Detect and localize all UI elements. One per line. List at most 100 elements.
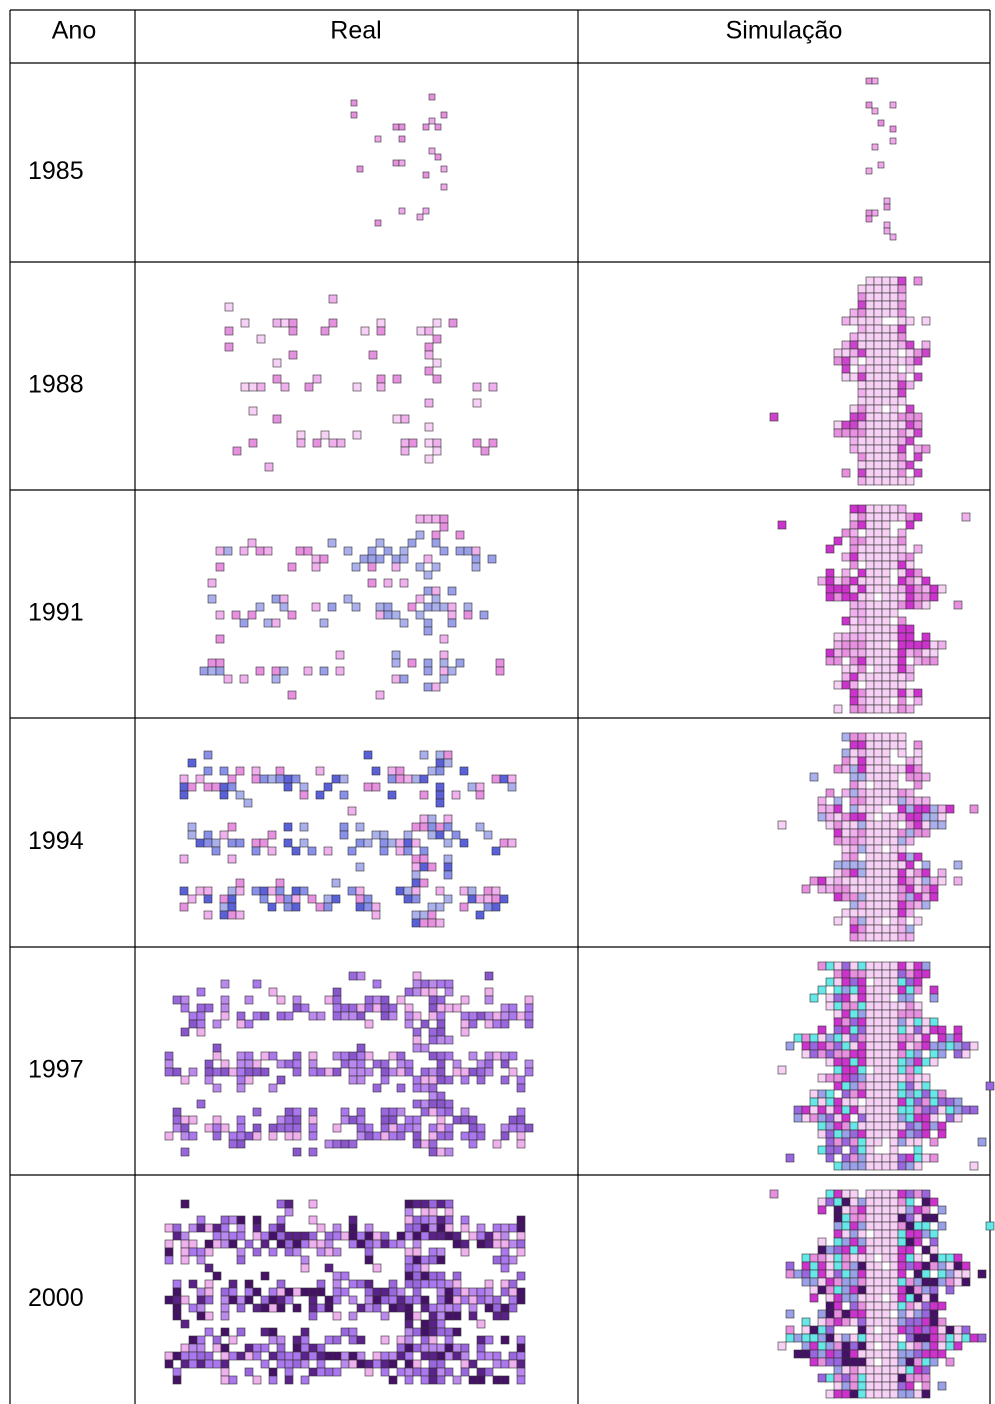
pixel-cell — [464, 611, 472, 619]
pixel-cell — [882, 781, 890, 789]
pixel-cell — [866, 909, 874, 917]
pixel-cell — [349, 1328, 357, 1336]
pixel-cell — [818, 797, 826, 805]
pixel-cell — [453, 1304, 461, 1312]
pixel-cell — [890, 397, 898, 405]
pixel-cell — [866, 765, 874, 773]
pixel-cell — [445, 1224, 453, 1232]
pixel-cell — [421, 1376, 429, 1384]
pixel-cell — [476, 783, 484, 791]
pixel-cell — [173, 1304, 181, 1312]
pixel-cell — [437, 1360, 445, 1368]
pixel-cell — [802, 1106, 810, 1114]
pixel-cell — [517, 1272, 525, 1280]
pixel-cell — [296, 547, 304, 555]
pixel-cell — [372, 767, 380, 775]
pixel-cell — [914, 805, 922, 813]
pixel-cell — [858, 1230, 866, 1238]
pixel-cell — [898, 293, 906, 301]
pixel-cell — [237, 1052, 245, 1060]
pixel-cell — [349, 1140, 357, 1148]
pixel-cell — [444, 823, 452, 831]
pixel-cell — [866, 1082, 874, 1090]
pixel-cell — [285, 1248, 293, 1256]
pixel-cell — [284, 895, 292, 903]
pixel-cell — [412, 855, 420, 863]
pixel-cell — [301, 1264, 309, 1272]
pixel-cell — [866, 293, 874, 301]
pixel-cell — [509, 1012, 517, 1020]
pixel-cell — [313, 439, 321, 447]
pixel-cell — [922, 901, 930, 909]
pixel-cell — [930, 657, 938, 665]
pixel-cell — [316, 767, 324, 775]
pixel-cell — [850, 625, 858, 633]
pixel-cell — [898, 277, 906, 285]
pixel-cell — [237, 1296, 245, 1304]
pixel-cell — [962, 1278, 970, 1286]
pixel-cell — [930, 1026, 938, 1034]
pixel-cell — [301, 1344, 309, 1352]
pixel-cell — [914, 1130, 922, 1138]
pixel-cell — [413, 1288, 421, 1296]
pixel-cell — [205, 1068, 213, 1076]
pixel-cell — [213, 1224, 221, 1232]
pixel-cell — [309, 1368, 317, 1376]
pixel-cell — [273, 415, 281, 423]
pixel-cell — [269, 1328, 277, 1336]
pixel-cell — [858, 633, 866, 641]
pixel-cell — [850, 1050, 858, 1058]
pixel-cell — [253, 1288, 261, 1296]
pixel-cell — [874, 325, 882, 333]
page: Ano Real Simulação 198519881991199419972… — [0, 0, 995, 1404]
pixel-cell — [978, 1138, 986, 1146]
pixel-cell — [946, 1286, 954, 1294]
pixel-cell — [333, 1312, 341, 1320]
pixel-cell — [810, 1034, 818, 1042]
pixel-cell — [501, 1312, 509, 1320]
pixel-cell — [397, 1052, 405, 1060]
pixel-cell — [357, 1068, 365, 1076]
pixel-cell — [485, 1068, 493, 1076]
pixel-cell — [325, 1240, 333, 1248]
pixel-cell — [376, 555, 384, 563]
pixel-cell — [381, 1352, 389, 1360]
pixel-cell — [826, 1106, 834, 1114]
pixel-cell — [420, 823, 428, 831]
pixel-cell — [906, 365, 914, 373]
pixel-cell — [349, 1360, 357, 1368]
pixel-cell — [850, 585, 858, 593]
pixel-cell — [476, 895, 484, 903]
pixel-cell — [224, 675, 232, 683]
pixel-cell — [444, 751, 452, 759]
pixel-cell — [898, 397, 906, 405]
pixel-cell — [340, 831, 348, 839]
pixel-cell — [882, 349, 890, 357]
pixel-cell — [858, 341, 866, 349]
pixel-cell — [882, 1122, 890, 1130]
pixel-cell — [421, 1140, 429, 1148]
pixel-cell — [842, 1214, 850, 1222]
pixel-cell — [417, 327, 425, 335]
pixel-cell — [890, 381, 898, 389]
pixel-cell — [866, 1058, 874, 1066]
pixel-cell — [890, 1162, 898, 1170]
pixel-cell — [842, 349, 850, 357]
pixel-cell — [173, 1108, 181, 1116]
pixel-cell — [444, 871, 452, 879]
pixel-cell — [818, 1106, 826, 1114]
pixel-cell — [440, 515, 448, 523]
pixel-cell — [898, 1230, 906, 1238]
pixel-cell — [858, 829, 866, 837]
pixel-cell — [245, 1060, 253, 1068]
pixel-cell — [842, 553, 850, 561]
pixel-cell — [946, 1262, 954, 1270]
year-label: 1988 — [28, 371, 84, 399]
pixel-cell — [834, 1146, 842, 1154]
pixel-cell — [882, 1238, 890, 1246]
pixel-cell — [393, 375, 401, 383]
pixel-cell — [850, 1026, 858, 1034]
pixel-cell — [882, 1278, 890, 1286]
pixel-cell — [834, 1302, 842, 1310]
pixel-cell — [866, 1130, 874, 1138]
